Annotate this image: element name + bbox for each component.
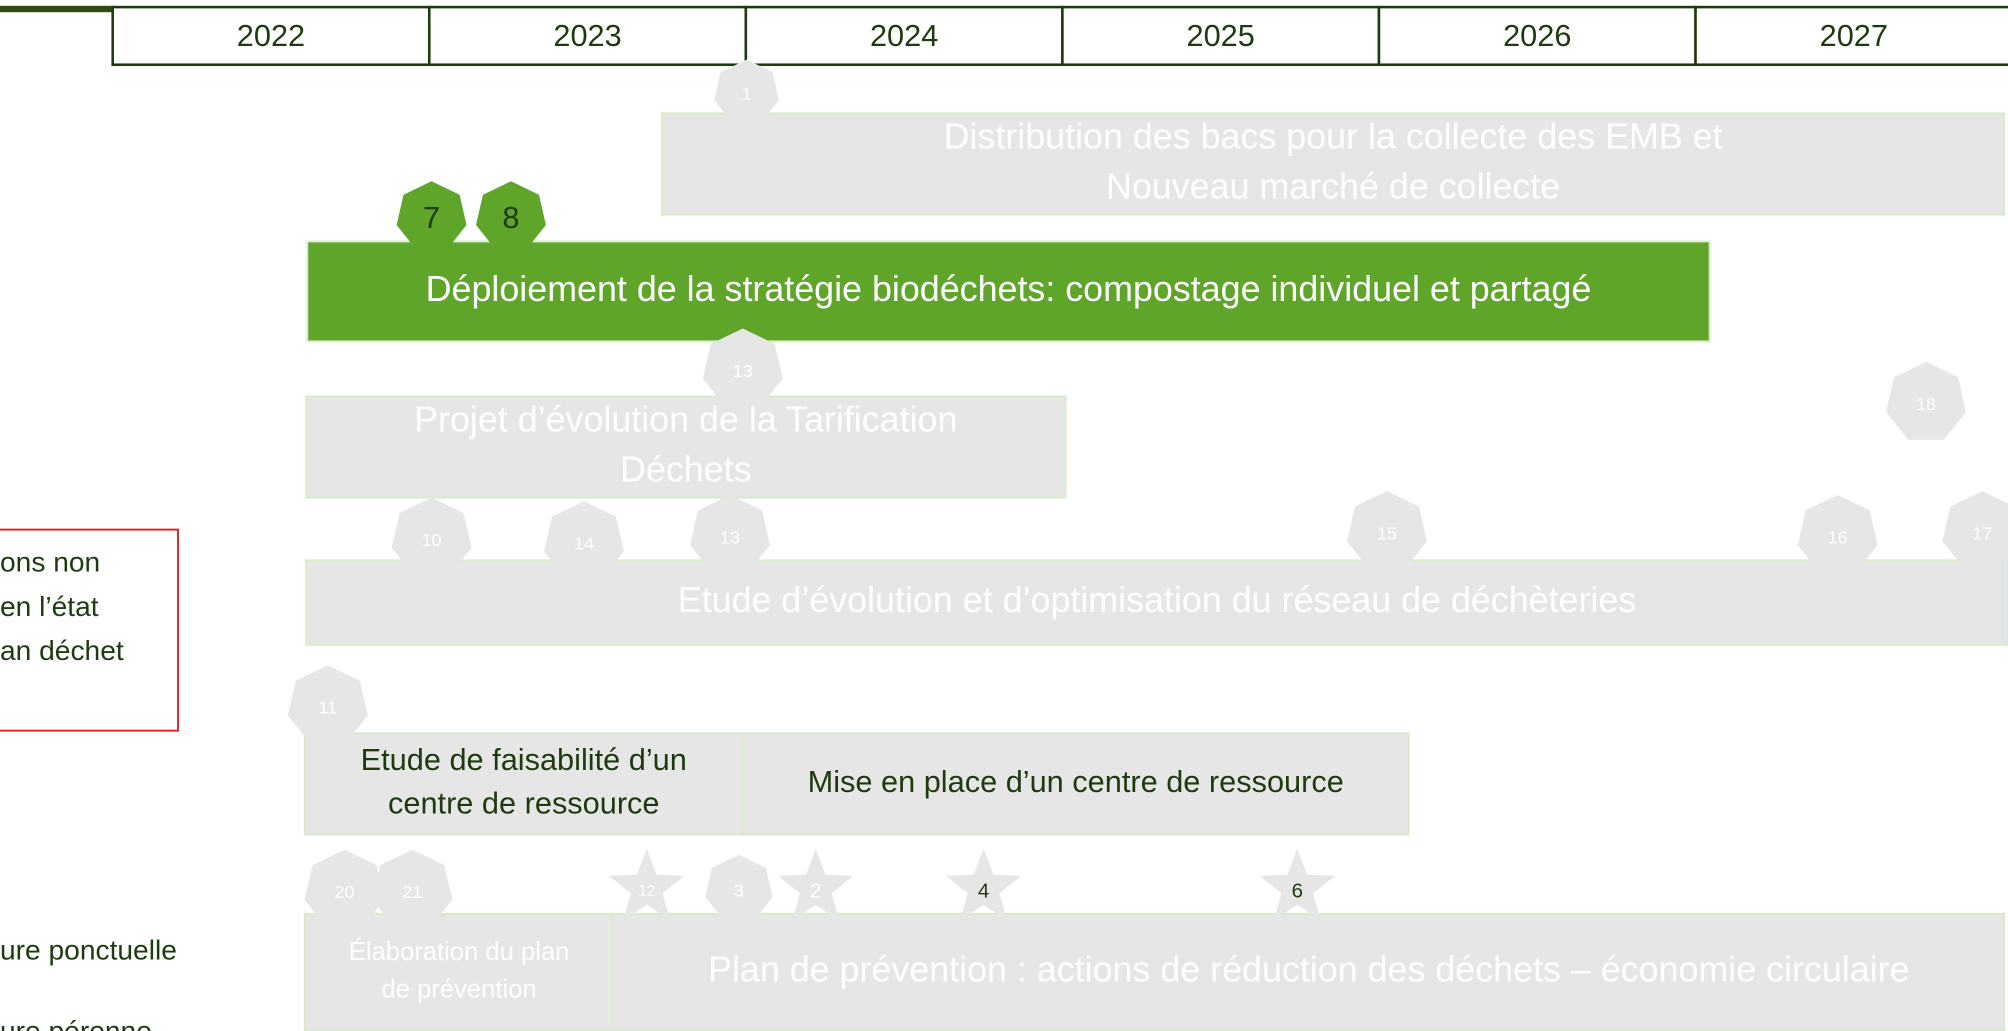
legend-text: an déchet: [0, 634, 124, 666]
bar-label: Élaboration du plan: [349, 937, 570, 966]
milestone-badge: [287, 665, 368, 744]
bar-label: Déploiement de la stratégie biodéchets: …: [426, 269, 1592, 309]
milestone-badge: [304, 849, 385, 928]
milestone-number: 3: [734, 881, 744, 901]
year-label: 2023: [553, 18, 621, 53]
legend-text: ons non: [0, 546, 100, 578]
legend-item: ure pérenne: [0, 1014, 152, 1031]
milestone-badge: [1886, 361, 1966, 440]
star-milestone: [945, 848, 1022, 921]
bar: [661, 112, 2006, 216]
bar-label: Nouveau marché de collecte: [1106, 166, 1560, 206]
bar-label: centre de ressource: [388, 786, 660, 821]
year-cell: [1694, 5, 2008, 67]
milestone-badge: [396, 181, 467, 250]
milestone-badge: [714, 59, 779, 123]
year-label: 2027: [1820, 18, 1888, 53]
milestone-badge: [702, 328, 783, 407]
year-cell: [744, 5, 1064, 67]
bar: [303, 912, 615, 1031]
milestone-number: 7: [423, 200, 440, 235]
milestone-badge: [544, 501, 624, 580]
legend-box: [0, 528, 179, 732]
bar-label: Etude d’évolution et d’optimisation du r…: [678, 580, 1636, 620]
milestone-number: 13: [720, 527, 740, 547]
milestone-badge: [1346, 491, 1427, 570]
milestone-number: 1: [742, 84, 752, 104]
milestone-badge: [705, 854, 773, 921]
bar-label: de prévention: [381, 975, 536, 1003]
milestone-number: 10: [422, 530, 442, 550]
star-number: 2: [810, 879, 821, 902]
year-label: 2024: [870, 18, 938, 53]
bar-label: Distribution des bacs pour la collecte d…: [944, 116, 1723, 156]
bar: [612, 912, 2006, 1031]
milestone-number: 13: [733, 361, 753, 381]
milestone-badge: [689, 495, 770, 573]
legend-item: ure ponctuelle: [0, 934, 177, 966]
year-cell: [1377, 5, 1697, 67]
year-label: 2022: [237, 18, 305, 53]
bar-label: Plan de prévention : actions de réductio…: [708, 950, 1909, 990]
milestone-badge: [1797, 495, 1878, 573]
star-milestone: [1259, 848, 1336, 921]
year-label: 2026: [1503, 18, 1571, 53]
bar-label: Projet d’évolution de la Tarification: [414, 399, 957, 439]
milestone-number: 14: [574, 534, 594, 554]
header-accent: [0, 5, 116, 13]
bar: [303, 732, 744, 836]
milestone-number: 21: [402, 882, 422, 902]
milestone-number: 15: [1377, 523, 1397, 543]
bar: [741, 732, 1410, 836]
milestone-number: 16: [1828, 527, 1848, 547]
bar: [305, 395, 1067, 499]
bar-label: Mise en place d’un centre de ressource: [808, 764, 1344, 799]
star-milestone: [777, 848, 854, 921]
bar-label: Déchets: [620, 449, 752, 489]
milestone-badge: [1942, 491, 2008, 570]
milestone-number: 8: [502, 200, 519, 235]
bar: [306, 240, 1711, 343]
milestone-badge: [391, 497, 472, 576]
milestone-badge: [372, 849, 453, 928]
milestone-number: 18: [1916, 394, 1936, 414]
year-cell: [111, 5, 431, 67]
star-number: 12: [638, 883, 655, 900]
year-cell: [427, 5, 748, 67]
milestone-number: 20: [335, 882, 355, 902]
bar-label: Etude de faisabilité d’un: [361, 742, 687, 777]
milestone-badge: [476, 181, 546, 250]
legend-text: en l’état: [0, 590, 99, 622]
milestone-number: 11: [319, 698, 338, 718]
milestone-number: 17: [1972, 523, 1992, 543]
star-number: 6: [1292, 879, 1303, 902]
star-milestone: [608, 848, 685, 921]
star-number: 4: [978, 879, 989, 902]
year-label: 2025: [1187, 18, 1255, 53]
